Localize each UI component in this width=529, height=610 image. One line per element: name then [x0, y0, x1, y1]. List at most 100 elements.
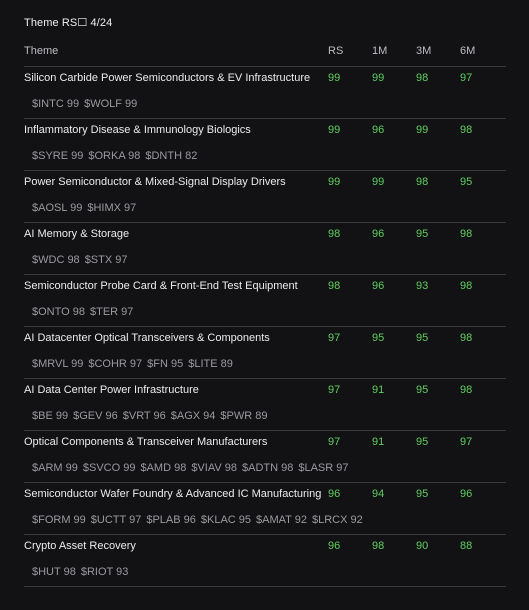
3m-score: 90	[416, 540, 429, 552]
1m-score: 96	[372, 124, 385, 136]
theme-name[interactable]: AI Datacenter Optical Transceivers & Com…	[24, 332, 270, 344]
ticker-link[interactable]: $WDC 98	[32, 254, 80, 266]
6m-score: 98	[460, 332, 473, 344]
6m-score: 98	[460, 124, 473, 136]
ticker-link[interactable]: $AGX 94	[170, 410, 216, 422]
3m-score: 93	[416, 280, 429, 292]
ticker-link[interactable]: $VIAV 98	[191, 462, 237, 474]
theme-name[interactable]: Semiconductor Wafer Foundry & Advanced I…	[24, 488, 322, 500]
ticker-link[interactable]: $KLAC 95	[200, 514, 252, 526]
table-row[interactable]: Semiconductor Wafer Foundry & Advanced I…	[24, 483, 506, 535]
1m-score: 95	[372, 332, 385, 344]
table-row[interactable]: Semiconductor Probe Card & Front-End Tes…	[24, 275, 506, 327]
ticker-list: $WDC 98 $STX 97	[32, 253, 133, 267]
3m-score: 98	[416, 72, 429, 84]
ticker-link[interactable]: $BE 99	[32, 410, 69, 422]
1m-score: 91	[372, 384, 385, 396]
6m-score: 98	[460, 384, 473, 396]
table-row[interactable]: Silicon Carbide Power Semiconductors & E…	[24, 67, 506, 119]
table-row[interactable]: Optical Components & Transceiver Manufac…	[24, 431, 506, 483]
column-header-6m[interactable]: 6M	[460, 45, 476, 57]
ticker-link[interactable]: $UCTT 97	[90, 514, 142, 526]
ticker-link[interactable]: $PWR 89	[220, 410, 268, 422]
3m-score: 98	[416, 176, 429, 188]
1m-score: 99	[372, 176, 385, 188]
ticker-link[interactable]: $ARM 99	[32, 462, 78, 474]
table-row[interactable]: Crypto Asset Recovery 96 98 90 88 $HUT 98 $RIO…	[24, 535, 506, 587]
theme-rs-panel: Theme RS☐ 4/24 Theme RS 1M 3M 6M Silicon…	[24, 16, 506, 587]
theme-table-body: Silicon Carbide Power Semiconductors & E…	[24, 67, 506, 587]
theme-name[interactable]: Power Semiconductor & Mixed-Signal Displ…	[24, 176, 286, 188]
6m-score: 95	[460, 176, 473, 188]
ticker-link[interactable]: $LITE 89	[188, 358, 233, 370]
6m-score: 97	[460, 72, 473, 84]
theme-name[interactable]: AI Memory & Storage	[24, 228, 130, 240]
ticker-link[interactable]: $HUT 98	[32, 566, 76, 578]
ticker-link[interactable]: $FN 95	[147, 358, 184, 370]
ticker-link[interactable]: $MRVL 99	[32, 358, 84, 370]
ticker-link[interactable]: $SVCO 99	[82, 462, 136, 474]
table-row[interactable]: AI Datacenter Optical Transceivers & Com…	[24, 327, 506, 379]
table-row[interactable]: Inflammatory Disease & Immunology Biolog…	[24, 119, 506, 171]
theme-name[interactable]: Crypto Asset Recovery	[24, 540, 136, 552]
ticker-link[interactable]: $ONTO 98	[32, 306, 85, 318]
ticker-link[interactable]: $RIOT 93	[80, 566, 129, 578]
ticker-list: $FORM 99 $UCTT 97 $PLAB 96 $KLAC 95 $AMAT 92…	[32, 513, 368, 527]
theme-name[interactable]: Inflammatory Disease & Immunology Biolog…	[24, 124, 251, 136]
ticker-list: $ONTO 98 $TER 97	[32, 305, 138, 319]
table-row[interactable]: AI Data Center Power Infrastructure 97 91 9…	[24, 379, 506, 431]
ticker-list: $MRVL 99 $COHR 97 $FN 95 $LITE 89	[32, 357, 238, 371]
rs-score: 97	[328, 436, 341, 448]
3m-score: 99	[416, 124, 429, 136]
ticker-link[interactable]: $DNTH 82	[145, 150, 198, 162]
ticker-link[interactable]: $LRCX 92	[312, 514, 363, 526]
ticker-link[interactable]: $ADTN 98	[241, 462, 294, 474]
ticker-link[interactable]: $FORM 99	[32, 514, 86, 526]
3m-score: 95	[416, 436, 429, 448]
ticker-link[interactable]: $SYRE 99	[32, 150, 84, 162]
table-header: Theme RS 1M 3M 6M	[24, 44, 506, 67]
rs-score: 98	[328, 280, 341, 292]
ticker-link[interactable]: $VRT 96	[122, 410, 166, 422]
1m-score: 99	[372, 72, 385, 84]
ticker-link[interactable]: $WOLF 99	[84, 98, 138, 110]
column-header-rs[interactable]: RS	[328, 45, 344, 57]
3m-score: 95	[416, 332, 429, 344]
6m-score: 98	[460, 280, 473, 292]
ticker-link[interactable]: $LASR 97	[298, 462, 349, 474]
theme-name[interactable]: Optical Components & Transceiver Manufac…	[24, 436, 268, 448]
1m-score: 98	[372, 540, 385, 552]
ticker-link[interactable]: $STX 97	[84, 254, 128, 266]
ticker-link[interactable]: $AOSL 99	[32, 202, 83, 214]
1m-score: 94	[372, 488, 385, 500]
theme-name[interactable]: Silicon Carbide Power Semiconductors & E…	[24, 72, 311, 84]
ticker-link[interactable]: $PLAB 96	[146, 514, 196, 526]
1m-score: 91	[372, 436, 385, 448]
column-header-theme[interactable]: Theme	[24, 45, 59, 57]
ticker-list: $AOSL 99 $HIMX 97	[32, 201, 141, 215]
table-row[interactable]: Power Semiconductor & Mixed-Signal Displ…	[24, 171, 506, 223]
ticker-link[interactable]: $AMAT 92	[256, 514, 307, 526]
column-header-3m[interactable]: 3M	[416, 45, 432, 57]
ticker-link[interactable]: $GEV 96	[73, 410, 118, 422]
3m-score: 95	[416, 228, 429, 240]
panel-title: Theme RS☐ 4/24	[24, 17, 113, 29]
ticker-link[interactable]: $AMD 98	[140, 462, 187, 474]
rs-score: 96	[328, 540, 341, 552]
table-row[interactable]: AI Memory & Storage 98 96 95 98 $WDC 98 $STX 9…	[24, 223, 506, 275]
ticker-list: $HUT 98 $RIOT 93	[32, 565, 133, 579]
6m-score: 98	[460, 228, 473, 240]
rs-score: 99	[328, 72, 341, 84]
ticker-link[interactable]: $TER 97	[90, 306, 134, 318]
ticker-list: $BE 99 $GEV 96 $VRT 96 $AGX 94 $PWR 89	[32, 409, 272, 423]
rs-score: 97	[328, 332, 341, 344]
1m-score: 96	[372, 228, 385, 240]
column-header-1m[interactable]: 1M	[372, 45, 388, 57]
theme-name[interactable]: Semiconductor Probe Card & Front-End Tes…	[24, 280, 298, 292]
ticker-link[interactable]: $HIMX 97	[87, 202, 137, 214]
ticker-link[interactable]: $INTC 99	[32, 98, 80, 110]
ticker-link[interactable]: $COHR 97	[88, 358, 143, 370]
rs-score: 98	[328, 228, 341, 240]
ticker-link[interactable]: $ORKA 98	[88, 150, 141, 162]
theme-name[interactable]: AI Data Center Power Infrastructure	[24, 384, 199, 396]
